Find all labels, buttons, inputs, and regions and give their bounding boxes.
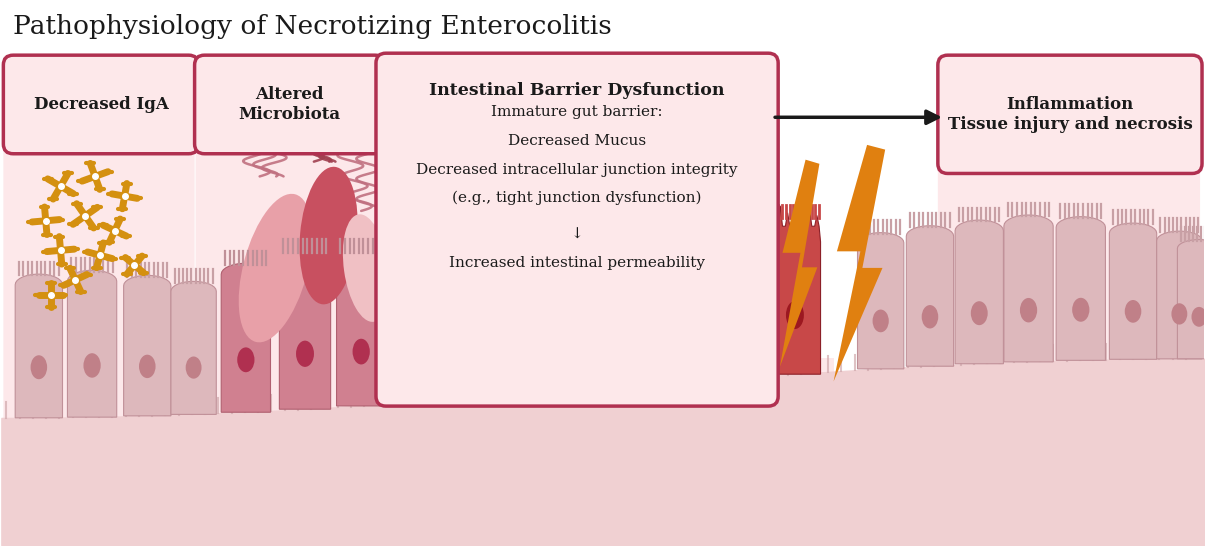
Ellipse shape bbox=[83, 353, 101, 378]
Ellipse shape bbox=[139, 355, 156, 378]
PathPatch shape bbox=[337, 251, 386, 406]
Text: Immature gut barrier:: Immature gut barrier: bbox=[492, 105, 662, 119]
Ellipse shape bbox=[1171, 303, 1187, 324]
Ellipse shape bbox=[1125, 300, 1142, 323]
Text: Increased intestinal permeability: Increased intestinal permeability bbox=[449, 256, 705, 270]
FancyBboxPatch shape bbox=[195, 55, 384, 154]
Ellipse shape bbox=[1072, 298, 1089, 322]
Ellipse shape bbox=[300, 167, 357, 304]
PathPatch shape bbox=[955, 220, 1003, 364]
PathPatch shape bbox=[906, 226, 954, 366]
Text: Decreased IgA: Decreased IgA bbox=[33, 96, 168, 113]
Ellipse shape bbox=[1020, 298, 1037, 322]
Text: Pathophysiology of Necrotizing Enterocolitis: Pathophysiology of Necrotizing Enterocol… bbox=[13, 14, 612, 39]
Ellipse shape bbox=[786, 301, 804, 329]
Ellipse shape bbox=[608, 310, 627, 339]
Ellipse shape bbox=[185, 356, 201, 379]
FancyBboxPatch shape bbox=[4, 55, 199, 154]
PathPatch shape bbox=[1157, 231, 1202, 359]
Ellipse shape bbox=[872, 310, 889, 332]
Ellipse shape bbox=[343, 214, 389, 322]
Ellipse shape bbox=[921, 305, 938, 328]
FancyBboxPatch shape bbox=[938, 55, 1202, 173]
Bar bbox=[381, 358, 834, 545]
FancyBboxPatch shape bbox=[195, 55, 382, 495]
PathPatch shape bbox=[528, 212, 583, 392]
Ellipse shape bbox=[421, 323, 439, 354]
PathPatch shape bbox=[770, 206, 821, 374]
Text: Altered
Microbiota: Altered Microbiota bbox=[239, 86, 340, 123]
Ellipse shape bbox=[484, 317, 504, 348]
Ellipse shape bbox=[971, 301, 988, 325]
PathPatch shape bbox=[1057, 217, 1105, 360]
Ellipse shape bbox=[1192, 307, 1207, 327]
Text: Decreased intracellular junction integrity: Decreased intracellular junction integri… bbox=[416, 163, 738, 177]
FancyBboxPatch shape bbox=[938, 55, 1200, 495]
PathPatch shape bbox=[1177, 239, 1220, 359]
Text: ↓: ↓ bbox=[571, 228, 583, 242]
Polygon shape bbox=[780, 160, 820, 367]
Ellipse shape bbox=[296, 340, 314, 367]
Polygon shape bbox=[833, 145, 886, 382]
Ellipse shape bbox=[731, 302, 750, 331]
FancyBboxPatch shape bbox=[4, 55, 195, 495]
PathPatch shape bbox=[67, 270, 117, 417]
PathPatch shape bbox=[653, 206, 706, 383]
Text: Decreased Mucus: Decreased Mucus bbox=[508, 134, 647, 148]
Ellipse shape bbox=[239, 194, 312, 343]
PathPatch shape bbox=[403, 223, 458, 401]
PathPatch shape bbox=[590, 209, 645, 387]
PathPatch shape bbox=[123, 276, 171, 416]
Text: Inflammation
Tissue injury and necrosis: Inflammation Tissue injury and necrosis bbox=[948, 96, 1192, 133]
PathPatch shape bbox=[466, 215, 522, 397]
PathPatch shape bbox=[714, 204, 767, 378]
PathPatch shape bbox=[858, 233, 904, 369]
FancyBboxPatch shape bbox=[376, 53, 778, 406]
PathPatch shape bbox=[1004, 215, 1053, 362]
Ellipse shape bbox=[670, 306, 689, 335]
Text: (e.g., tight junction dysfunction): (e.g., tight junction dysfunction) bbox=[453, 191, 702, 205]
PathPatch shape bbox=[171, 282, 216, 414]
Ellipse shape bbox=[30, 355, 48, 379]
Ellipse shape bbox=[237, 348, 255, 372]
PathPatch shape bbox=[221, 264, 271, 412]
Text: Intestinal Barrier Dysfunction: Intestinal Barrier Dysfunction bbox=[429, 82, 725, 99]
Ellipse shape bbox=[353, 339, 370, 365]
PathPatch shape bbox=[1109, 223, 1157, 359]
PathPatch shape bbox=[15, 274, 62, 418]
Ellipse shape bbox=[545, 313, 565, 344]
PathPatch shape bbox=[279, 251, 331, 409]
